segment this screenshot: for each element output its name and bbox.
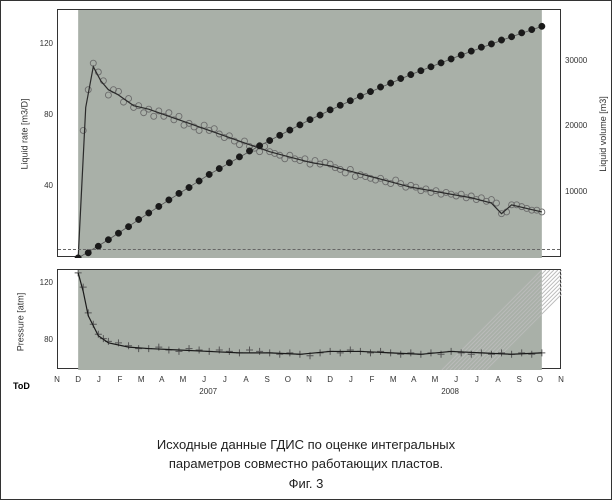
tick-label: 120 xyxy=(13,39,53,48)
x-tick-month: N xyxy=(306,375,312,384)
x-tick-month: M xyxy=(138,375,145,384)
x-tick-month: D xyxy=(327,375,333,384)
x-tick-month: J xyxy=(454,375,458,384)
x-axis: N D J F M A M J J A S O N D J F M A M J J A S O N 2007 2008 xyxy=(57,375,561,399)
x-tick-month: J xyxy=(202,375,206,384)
x-tick-month: O xyxy=(285,375,291,384)
x-tick-month: M xyxy=(180,375,187,384)
tick-label: 120 xyxy=(13,278,53,287)
x-axis-label: ToD xyxy=(13,381,30,391)
x-tick-year: 2007 xyxy=(199,387,217,396)
x-tick-month: F xyxy=(118,375,123,384)
x-tick-month: D xyxy=(75,375,81,384)
bottom-chart-svg xyxy=(58,270,562,370)
caption-line1: Исходные данные ГДИС по оценке интеграль… xyxy=(1,435,611,455)
x-tick-month: N xyxy=(54,375,60,384)
caption-line3: Фиг. 3 xyxy=(1,474,611,494)
tick-label: 80 xyxy=(13,335,53,344)
tick-label: 30000 xyxy=(565,56,605,65)
figure-container: Liquid rate [m3/D] 40 80 120 Liquid volume… xyxy=(0,0,612,500)
x-tick-month: J xyxy=(349,375,353,384)
x-tick-month: O xyxy=(537,375,543,384)
x-tick-month: N xyxy=(558,375,564,384)
top-left-axis-label: Liquid rate [m3/D] xyxy=(20,98,30,169)
tick-label: 20000 xyxy=(565,121,605,130)
tick-label: 10000 xyxy=(565,187,605,196)
top-right-axis-label: Liquid volume [m3] xyxy=(598,96,608,172)
x-tick-month: A xyxy=(159,375,164,384)
x-tick-month: J xyxy=(97,375,101,384)
x-tick-month: M xyxy=(390,375,397,384)
x-tick-month: M xyxy=(432,375,439,384)
top-chart-svg xyxy=(58,10,562,258)
x-tick-month: A xyxy=(495,375,500,384)
x-tick-month: F xyxy=(370,375,375,384)
bottom-panel xyxy=(57,269,561,369)
x-tick-year: 2008 xyxy=(441,387,459,396)
tick-label: 40 xyxy=(13,181,53,190)
x-tick-month: S xyxy=(264,375,269,384)
tick-label: 80 xyxy=(13,110,53,119)
x-tick-month: S xyxy=(516,375,521,384)
x-tick-month: A xyxy=(243,375,248,384)
panels-area: Liquid rate [m3/D] 40 80 120 Liquid volume… xyxy=(9,9,605,399)
x-tick-month: J xyxy=(475,375,479,384)
zero-line xyxy=(58,249,560,250)
x-tick-month: J xyxy=(223,375,227,384)
figure-caption: Исходные данные ГДИС по оценке интеграль… xyxy=(1,435,611,494)
top-panel xyxy=(57,9,561,257)
x-tick-month: A xyxy=(411,375,416,384)
caption-line2: параметров совместно работающих пластов. xyxy=(1,454,611,474)
